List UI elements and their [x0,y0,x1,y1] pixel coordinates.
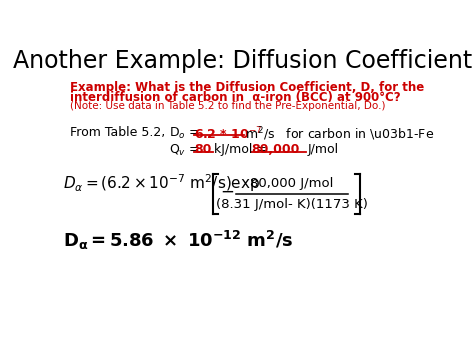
Text: (8.31 J/mol- K)(1173 K): (8.31 J/mol- K)(1173 K) [216,198,368,211]
Text: Q$_v$ =: Q$_v$ = [169,143,201,158]
Text: From Table 5.2,: From Table 5.2, [70,126,165,139]
Text: interdiffusion of carbon in  α-iron (BCC) at 900°C?: interdiffusion of carbon in α-iron (BCC)… [70,91,401,104]
Text: Example: What is the Diffusion Coefficient, D, for the: Example: What is the Diffusion Coefficie… [70,81,424,94]
Text: J/mol: J/mol [307,143,338,156]
Text: 80,000: 80,000 [251,143,300,156]
Text: 6.2 * 10$^{-7}$: 6.2 * 10$^{-7}$ [194,126,263,142]
Text: Another Example: Diffusion Coefficient: Another Example: Diffusion Coefficient [13,49,473,73]
Text: kJ/mol =: kJ/mol = [214,143,267,156]
Text: 80,000 J/mol: 80,000 J/mol [250,177,333,190]
Text: D$_o$ =: D$_o$ = [169,126,201,141]
Text: (Note: Use data in Table 5.2 to find the Pre-Exponential, Do.): (Note: Use data in Table 5.2 to find the… [70,101,386,111]
Text: $\mathbf{D_\alpha = 5.86\ \times\ 10^{-12}\ m^2/s}$: $\mathbf{D_\alpha = 5.86\ \times\ 10^{-1… [63,229,293,252]
Text: $-$: $-$ [219,181,234,200]
Text: m$^2$/s   for carbon in \u03b1-Fe: m$^2$/s for carbon in \u03b1-Fe [245,126,435,143]
Text: 80: 80 [194,143,211,156]
Text: $D_\alpha = (6.2\times10^{-7}\ \mathrm{m}^2/\mathrm{s})\mathrm{exp}$: $D_\alpha = (6.2\times10^{-7}\ \mathrm{m… [63,172,260,194]
